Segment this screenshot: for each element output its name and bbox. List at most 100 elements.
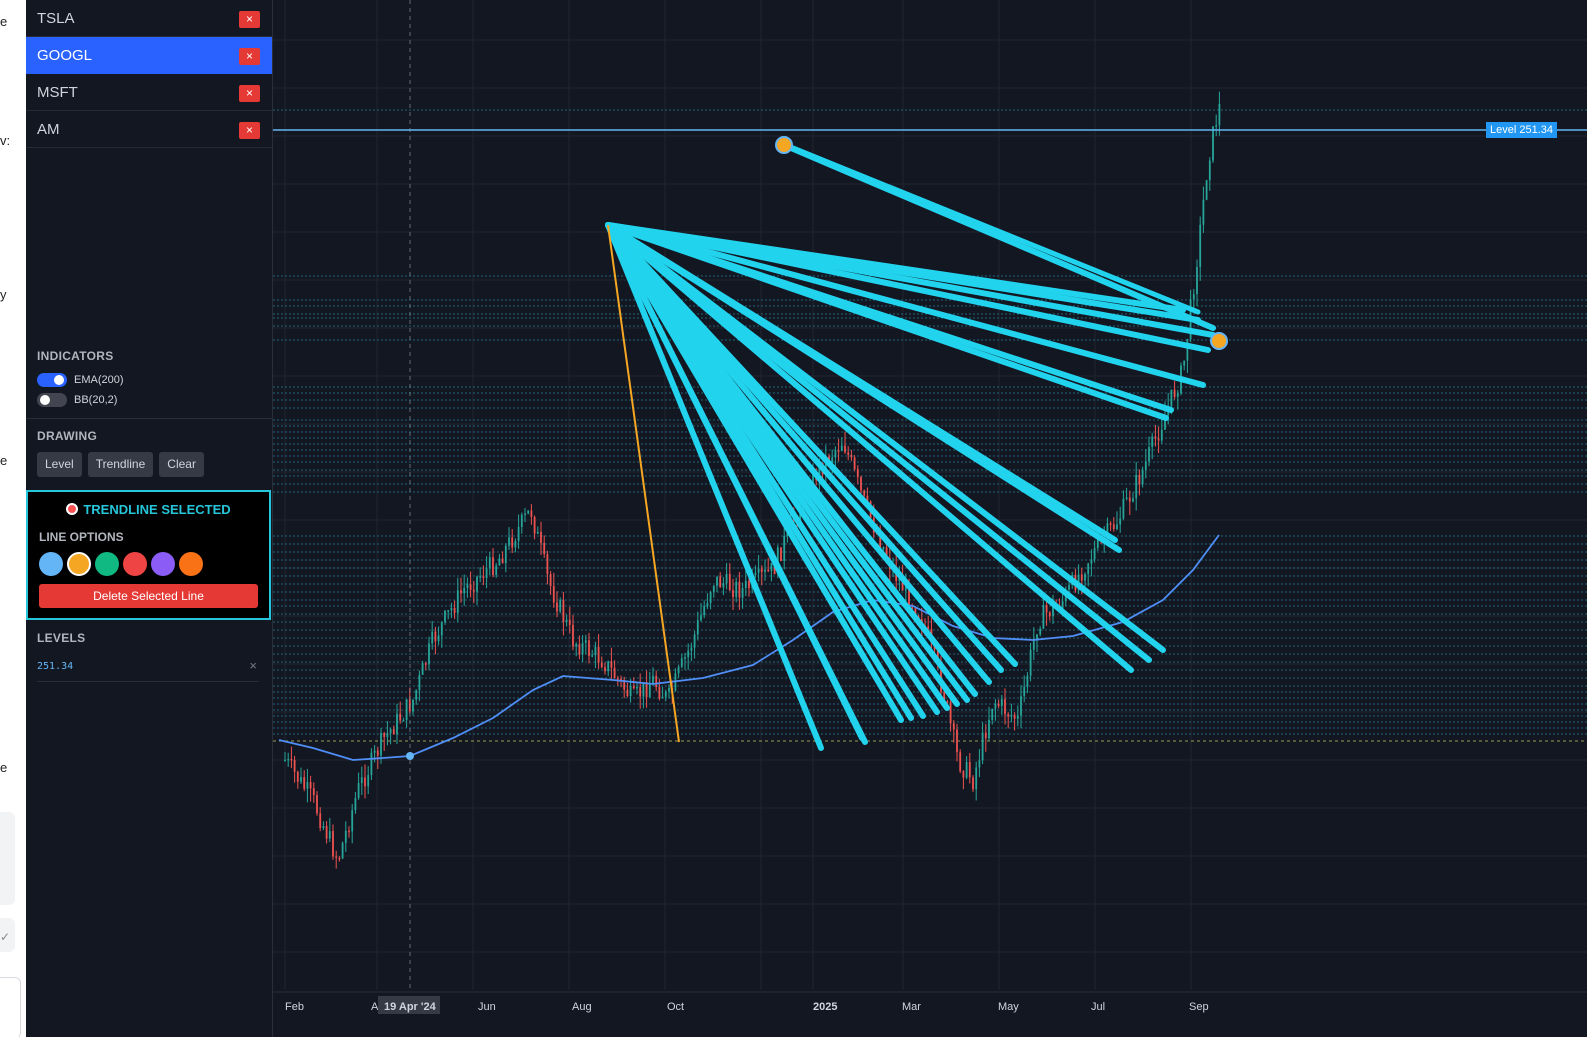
candle-body xyxy=(514,540,517,548)
candle-body xyxy=(783,535,786,561)
edge-text-fragment: e xyxy=(0,14,8,29)
color-swatch[interactable] xyxy=(95,552,119,576)
level-item[interactable]: 251.34 × xyxy=(37,655,259,682)
candle-body xyxy=(818,462,821,481)
selection-title: TRENDLINE SELECTED xyxy=(28,502,269,517)
candle-body xyxy=(1186,339,1189,361)
candle-body xyxy=(530,510,533,517)
watchlist-item-tsla[interactable]: TSLA × xyxy=(26,0,272,37)
ticker-symbol: AM xyxy=(37,120,60,138)
candle-body xyxy=(754,572,757,575)
candle-body xyxy=(1112,524,1115,530)
candle-body xyxy=(866,495,869,502)
indicator-bb[interactable]: BB(20,2) xyxy=(37,390,124,410)
candle-body xyxy=(1042,605,1045,629)
edge-panel xyxy=(0,977,21,1037)
candle-body xyxy=(370,752,373,776)
candle-body xyxy=(466,584,469,589)
candle-body xyxy=(975,767,978,790)
watchlist-item-msft[interactable]: MSFT × xyxy=(26,74,272,111)
candle-body xyxy=(1215,125,1218,127)
candle-body xyxy=(700,615,702,621)
candle-body xyxy=(575,644,578,647)
color-swatch[interactable] xyxy=(123,552,147,576)
candle-body xyxy=(693,634,696,648)
candle-body xyxy=(319,813,322,828)
candle-body xyxy=(597,647,600,663)
candle-body xyxy=(428,643,430,665)
candle-body xyxy=(655,675,658,688)
clear-tool-button[interactable]: Clear xyxy=(159,452,204,477)
color-swatch[interactable] xyxy=(179,552,203,576)
candle-body xyxy=(565,619,568,622)
candle-body xyxy=(994,703,997,709)
candle-body xyxy=(367,775,370,787)
time-axis-label: Sep xyxy=(1189,1001,1209,1013)
candle-body xyxy=(1000,699,1003,707)
candle-body xyxy=(348,830,350,833)
candle-body xyxy=(1007,714,1010,717)
candle-body xyxy=(1157,438,1160,441)
level-tool-button[interactable]: Level xyxy=(37,452,82,477)
candle-body xyxy=(972,777,974,790)
color-swatch[interactable] xyxy=(67,552,91,576)
time-axis-label: May xyxy=(998,1001,1019,1013)
candle-body xyxy=(450,608,453,611)
watchlist-item-googl[interactable]: GOOGL × xyxy=(26,37,272,74)
watchlist: TSLA × GOOGL × MSFT × AM × xyxy=(26,0,272,148)
trendline-tool-button[interactable]: Trendline xyxy=(87,452,154,477)
color-swatch[interactable] xyxy=(39,552,63,576)
candle-body xyxy=(351,810,354,832)
candle-body xyxy=(1122,498,1125,519)
candle-body xyxy=(722,583,725,588)
price-chart[interactable]: Feb A Jun Aug Oct 2025 Mar May Jul Sep 19 Apr '24 xyxy=(273,0,1587,1037)
candle-body xyxy=(386,733,389,738)
candle-body xyxy=(453,608,456,613)
candle-body xyxy=(328,831,331,839)
candle-body xyxy=(959,752,962,772)
remove-ticker-button[interactable]: × xyxy=(239,122,260,139)
indicators-title: INDICATORS xyxy=(37,349,114,363)
bb-toggle[interactable] xyxy=(37,393,67,407)
delete-line-button[interactable]: Delete Selected Line xyxy=(39,584,258,608)
edge-text-fragment: e xyxy=(0,760,8,775)
candle-body xyxy=(341,842,344,859)
ticker-symbol: GOOGL xyxy=(37,46,93,64)
candle-body xyxy=(421,663,424,675)
candle-body xyxy=(306,782,309,789)
candle-body xyxy=(898,578,901,581)
candle-body xyxy=(444,610,446,623)
trendline xyxy=(605,222,824,751)
candle-body xyxy=(546,553,549,575)
remove-ticker-button[interactable]: × xyxy=(239,11,260,28)
chart-area[interactable]: Feb A Jun Aug Oct 2025 Mar May Jul Sep 19 Apr '24 … xyxy=(273,0,1587,1037)
remove-ticker-button[interactable]: × xyxy=(239,48,260,65)
candle-body xyxy=(623,679,626,690)
candle-body xyxy=(748,580,750,588)
candle-body xyxy=(549,574,552,587)
candle-body xyxy=(316,795,318,814)
candle-body xyxy=(1093,547,1096,560)
color-swatch[interactable] xyxy=(151,552,175,576)
remove-ticker-button[interactable]: × xyxy=(239,85,260,102)
candle-body xyxy=(687,650,690,658)
candle-body xyxy=(460,590,462,594)
candle-body xyxy=(488,557,491,569)
level-price-tag: Level 251.34 xyxy=(1486,122,1557,138)
ema-toggle[interactable] xyxy=(37,373,67,387)
trendline xyxy=(605,222,1174,413)
candle-body xyxy=(757,568,760,573)
candle-body xyxy=(1010,714,1013,717)
candle-body xyxy=(290,758,293,761)
candle-body xyxy=(300,777,302,782)
candle-body xyxy=(997,703,1000,707)
candle-body xyxy=(354,798,357,811)
trendline xyxy=(605,222,868,745)
candle-body xyxy=(559,600,562,612)
candle-body xyxy=(1132,498,1134,502)
indicator-ema[interactable]: EMA(200) xyxy=(37,370,124,390)
remove-level-icon[interactable]: × xyxy=(249,658,257,673)
candle-body xyxy=(882,547,885,550)
watchlist-item-am[interactable]: AM × xyxy=(26,111,272,148)
candle-body xyxy=(879,532,882,550)
